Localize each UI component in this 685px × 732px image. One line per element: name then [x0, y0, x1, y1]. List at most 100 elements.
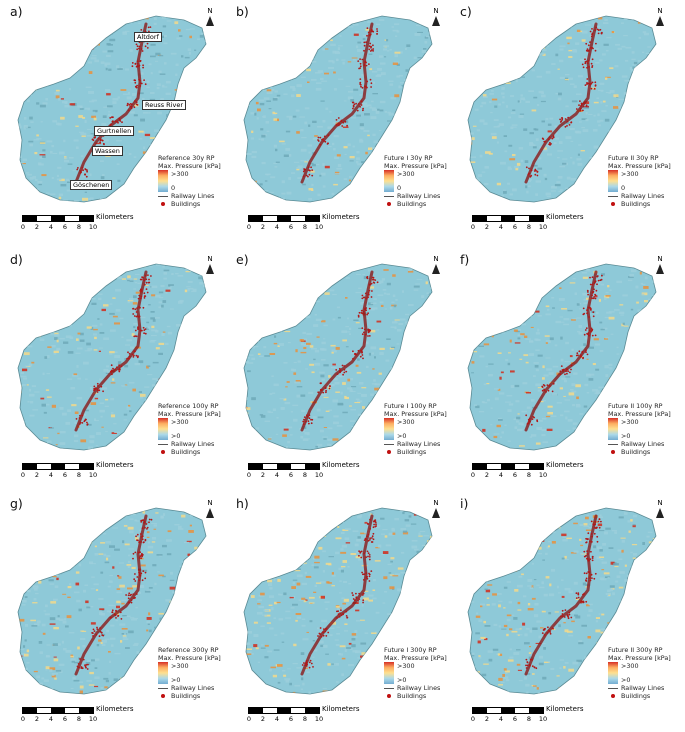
building-swatch — [611, 694, 615, 698]
scale-bar: Kilometers 0 2 4 6 8 10 — [470, 213, 584, 231]
map-panel-i: i) N Future II 300y RP Max. Pressure [kP… — [456, 494, 678, 730]
scale-tick: 6 — [62, 471, 68, 479]
legend-min: 0 — [171, 184, 176, 192]
color-ramp — [158, 418, 168, 440]
scale-tick: 8 — [526, 223, 532, 231]
legend-railway: Railway Lines — [621, 192, 665, 200]
color-ramp — [384, 170, 394, 192]
legend: Reference 300y RP Max. Pressure [kPa] >3… — [158, 646, 221, 700]
legend-railway: Railway Lines — [171, 440, 215, 448]
legend-title: Future II 300y RP — [608, 646, 663, 654]
scale-tick: 2 — [260, 471, 266, 479]
legend-unit: Max. Pressure [kPa] — [158, 654, 221, 662]
legend-unit: Max. Pressure [kPa] — [608, 162, 671, 170]
scale-tick: 4 — [274, 471, 280, 479]
place-label: Gurtnellen — [94, 126, 135, 136]
scale-tick: 0 — [246, 715, 252, 723]
scale-tick: 2 — [34, 471, 40, 479]
scale-tick: 6 — [288, 223, 294, 231]
north-arrow-icon: N — [656, 500, 664, 518]
building-swatch — [161, 694, 165, 698]
legend-buildings: Buildings — [171, 200, 201, 208]
scale-bar: Kilometers 0 2 4 6 8 10 — [247, 213, 360, 231]
legend-min: >0 — [171, 432, 181, 440]
scale-tick: 0 — [20, 715, 26, 723]
color-ramp — [158, 662, 168, 684]
scale-unit: Kilometers — [322, 213, 360, 221]
legend-min: 0 — [621, 184, 626, 192]
railway-swatch — [608, 443, 618, 445]
legend-min: >0 — [397, 432, 407, 440]
scale-tick: 4 — [274, 715, 280, 723]
legend-title: Future I 300y RP — [384, 646, 437, 654]
scale-tick: 10 — [314, 223, 324, 231]
building-swatch — [611, 450, 615, 454]
panel-label: g) — [10, 496, 23, 511]
scale-tick: 10 — [538, 715, 548, 723]
region-map — [467, 15, 657, 203]
railway-line — [524, 22, 598, 184]
scale-tick: 8 — [76, 471, 82, 479]
scale-tick: 0 — [20, 223, 26, 231]
scale-bar: Kilometers 0 2 4 6 8 10 — [471, 705, 584, 723]
color-ramp — [608, 418, 618, 440]
scale-tick: 0 — [470, 223, 476, 231]
legend-buildings: Buildings — [621, 448, 651, 456]
scale-bar: Kilometers 0 2 4 6 8 10 — [20, 705, 134, 723]
building-cluster — [302, 27, 379, 178]
scale-tick: 4 — [498, 471, 504, 479]
panel-label: a) — [10, 4, 23, 19]
legend-unit: Max. Pressure [kPa] — [158, 410, 221, 418]
region-map — [467, 507, 657, 695]
scale-tick: 10 — [88, 471, 98, 479]
legend-unit: Max. Pressure [kPa] — [608, 410, 671, 418]
scale-tick: 4 — [498, 223, 504, 231]
color-ramp — [384, 418, 394, 440]
legend-title: Reference 300y RP — [158, 646, 219, 654]
legend-railway: Railway Lines — [397, 684, 441, 692]
legend-buildings: Buildings — [397, 200, 427, 208]
panel-label: c) — [460, 4, 472, 19]
legend: Future I 300y RP Max. Pressure [kPa] >30… — [384, 646, 447, 700]
legend-min: >0 — [621, 676, 631, 684]
legend-max: >300 — [171, 662, 189, 670]
scale-tick: 0 — [470, 471, 476, 479]
scale-tick: 6 — [512, 715, 518, 723]
color-ramp — [608, 662, 618, 684]
legend-unit: Max. Pressure [kPa] — [608, 654, 671, 662]
panel-label: i) — [460, 496, 469, 511]
railway-line — [74, 514, 148, 676]
map-panel-b: b) N Future I 30y RP Max. Pressure [kPa]… — [232, 2, 454, 238]
scale-tick: 6 — [512, 223, 518, 231]
north-arrow-icon: N — [656, 256, 664, 274]
color-ramp — [158, 170, 168, 192]
legend-max: >300 — [397, 418, 415, 426]
railway-line — [300, 270, 374, 432]
building-swatch — [161, 202, 165, 206]
scale-unit: Kilometers — [96, 213, 134, 221]
scale-bar: Kilometers 0 2 4 6 8 10 — [246, 705, 360, 723]
region-map — [17, 263, 207, 451]
railway-line — [524, 514, 598, 676]
legend-railway: Railway Lines — [621, 440, 665, 448]
scale-unit: Kilometers — [546, 705, 584, 713]
legend-title: Reference 30y RP — [158, 154, 215, 162]
map-panel-e: e) N Future I 100y RP Max. Pressure [kPa… — [232, 250, 454, 486]
scale-tick: 8 — [302, 223, 308, 231]
scale-tick: 6 — [62, 223, 68, 231]
north-arrow-icon: N — [656, 8, 664, 26]
scale-bar: Kilometers 0 2 4 6 8 10 — [470, 461, 584, 479]
north-arrow-icon: N — [432, 500, 440, 518]
scale-unit: Kilometers — [322, 461, 360, 469]
north-arrow-icon: N — [432, 8, 440, 26]
panel-label: e) — [236, 252, 249, 267]
legend-title: Future II 30y RP — [608, 154, 659, 162]
map-panel-a: a) N Altdorf Reuss River Gurtnellen Wassen G… — [6, 2, 228, 238]
legend-min: >0 — [621, 432, 631, 440]
legend-title: Future I 30y RP — [384, 154, 433, 162]
panel-label: d) — [10, 252, 23, 267]
railway-swatch — [158, 687, 168, 689]
legend: Future I 100y RP Max. Pressure [kPa] >30… — [384, 402, 447, 456]
map-panel-f: f) N Future II 100y RP Max. Pressure [kP… — [456, 250, 678, 486]
scale-bar: Kilometers 0 2 4 6 8 10 — [21, 461, 134, 479]
